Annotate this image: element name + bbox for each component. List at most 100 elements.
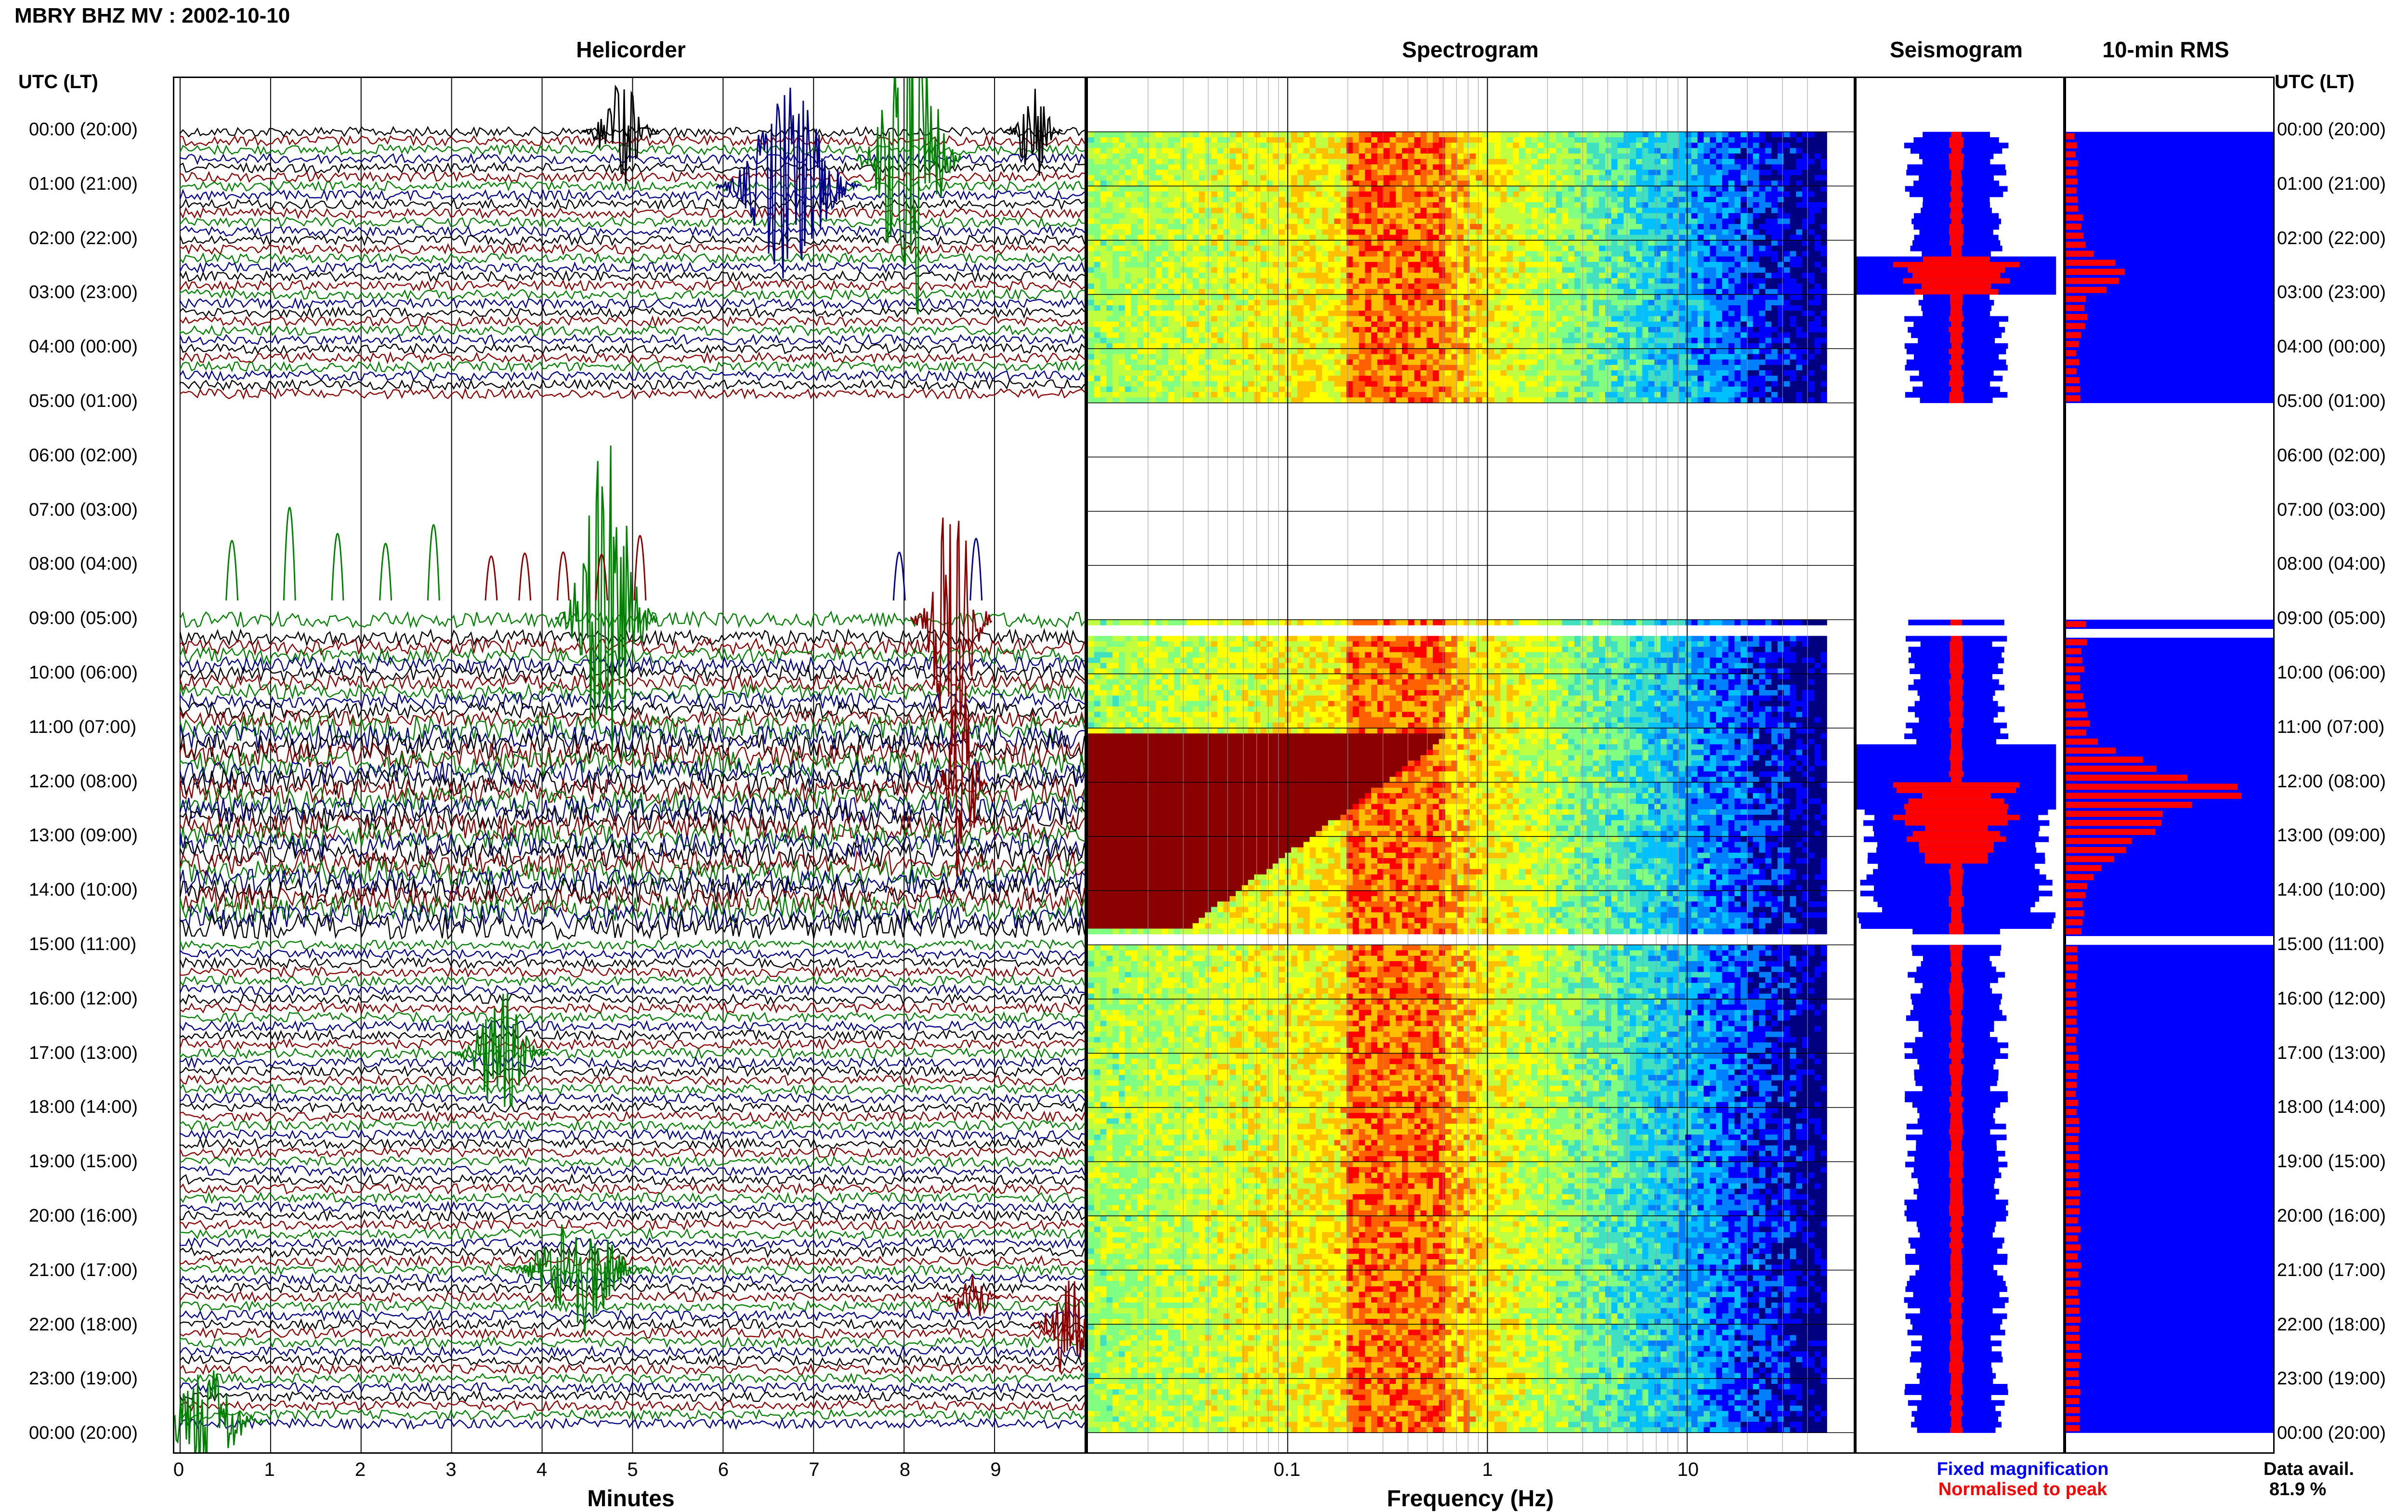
spectrogram-cell (1703, 197, 1710, 203)
spectrogram-cell (1088, 278, 1094, 284)
spectrogram-cell (1445, 175, 1452, 181)
spectrogram-cell (1691, 213, 1698, 219)
spectrogram-cell (1322, 229, 1328, 235)
spectrogram-cell (1513, 262, 1519, 268)
spectrogram-cell (1248, 186, 1254, 192)
spectrogram-cell (1722, 202, 1728, 208)
spectrogram-cell (1698, 273, 1704, 278)
spectrogram-cell (1790, 229, 1796, 235)
spectrogram-cell (1648, 154, 1654, 159)
spectrogram-cell (1242, 300, 1248, 306)
spectrogram-cell (1143, 322, 1150, 327)
spectrogram-cell (1297, 240, 1304, 246)
spectrogram-cell (1778, 311, 1784, 316)
spectrogram-cell (1137, 148, 1143, 154)
spectrogram-cell (1088, 246, 1094, 251)
spectrogram-cell (1815, 219, 1821, 224)
spectrogram-cell (1267, 311, 1273, 316)
spectrogram-cell (1685, 224, 1691, 230)
spectrogram-cell (1611, 213, 1618, 219)
spectrogram-cell (1384, 300, 1390, 306)
spectrogram-cell (1550, 202, 1556, 208)
spectrogram-cell (1599, 170, 1605, 176)
spectrogram-cell (1414, 257, 1421, 262)
spectrogram-cell (1162, 132, 1168, 138)
spectrogram-cell (1334, 305, 1340, 311)
spectrogram-cell (1716, 316, 1722, 322)
spectrogram-cell (1156, 273, 1162, 278)
spectrogram-cell (1618, 137, 1624, 143)
spectrogram-cell (1618, 278, 1624, 284)
spectrogram-cell (1420, 159, 1426, 165)
spectrogram-cell (1236, 148, 1242, 154)
spectrogram-cell (1125, 229, 1131, 235)
spectrogram-cell (1593, 170, 1599, 176)
spectrogram-cell (1150, 208, 1156, 213)
spectrogram-cell (1531, 246, 1538, 251)
spectrogram-cell (1174, 224, 1180, 230)
spectrogram-cell (1661, 278, 1667, 284)
spectrogram-cell (1506, 213, 1513, 219)
spectrogram-cell (1698, 143, 1704, 148)
spectrogram-cell (1353, 224, 1359, 230)
spectrogram-cell (1501, 192, 1507, 197)
spectrogram-cell (1334, 240, 1340, 246)
spectrogram-cell (1673, 164, 1679, 170)
spectrogram-cell (1242, 294, 1248, 300)
spectrogram-cell (1703, 338, 1710, 343)
spectrogram-cell (1187, 186, 1193, 192)
spectrogram-cell (1192, 213, 1199, 219)
spectrogram-cell (1125, 240, 1131, 246)
spectrogram-cell (1587, 327, 1593, 333)
spectrogram-cell (1562, 240, 1568, 246)
spectrogram-cell (1494, 316, 1501, 322)
spectrogram-cell (1304, 192, 1310, 197)
spectrogram-cell (1784, 338, 1790, 343)
spectrogram-cell (1211, 332, 1217, 338)
spectrogram-cell (1365, 278, 1371, 284)
spectrogram-cell (1710, 267, 1716, 273)
spectrogram-cell (1747, 311, 1753, 316)
spectrogram-cell (1365, 197, 1371, 203)
spectrogram-cell (1260, 175, 1267, 181)
spectrogram-cell (1593, 294, 1599, 300)
spectrogram-cell (1457, 143, 1464, 148)
spectrogram-cell (1187, 181, 1193, 186)
spectrogram-cell (1753, 246, 1759, 251)
spectrogram-cell (1365, 294, 1371, 300)
spectrogram-cell (1599, 267, 1605, 273)
spectrogram-cell (1402, 181, 1408, 186)
spectrogram-cell (1784, 257, 1790, 262)
spectrogram-cell (1531, 143, 1538, 148)
spectrogram-cell (1796, 175, 1802, 181)
spectrogram-cell (1304, 267, 1310, 273)
spectrogram-cell (1808, 186, 1815, 192)
spectrogram-cell (1519, 289, 1525, 295)
spectrogram-cell (1488, 316, 1494, 322)
spectrogram-cell (1420, 240, 1426, 246)
spectrogram-cell (1728, 192, 1735, 197)
spectrogram-cell (1593, 338, 1599, 343)
spectrogram-cell (1384, 159, 1390, 165)
spectrogram-cell (1359, 273, 1365, 278)
spectrogram-cell (1384, 229, 1390, 235)
spectrogram-cell (1562, 175, 1568, 181)
spectrogram-cell (1550, 224, 1556, 230)
spectrogram-cell (1100, 322, 1107, 327)
spectrogram-cell (1820, 273, 1827, 278)
spectrogram-cell (1156, 192, 1162, 197)
spectrogram-cell (1673, 278, 1679, 284)
spectrogram-cell (1698, 219, 1704, 224)
spectrogram-cell (1673, 338, 1679, 343)
spectrogram-cell (1815, 202, 1821, 208)
spectrogram-cell (1550, 219, 1556, 224)
spectrogram-cell (1439, 164, 1445, 170)
spectrogram-cell (1285, 327, 1291, 333)
spectrogram-cell (1790, 257, 1796, 262)
spectrogram-cell (1334, 137, 1340, 143)
spectrogram-cell (1168, 257, 1174, 262)
spectrogram-cell (1353, 208, 1359, 213)
spectrogram-cell (1236, 192, 1242, 197)
spectrogram-cell (1636, 327, 1642, 333)
spectrogram-cell (1506, 338, 1513, 343)
